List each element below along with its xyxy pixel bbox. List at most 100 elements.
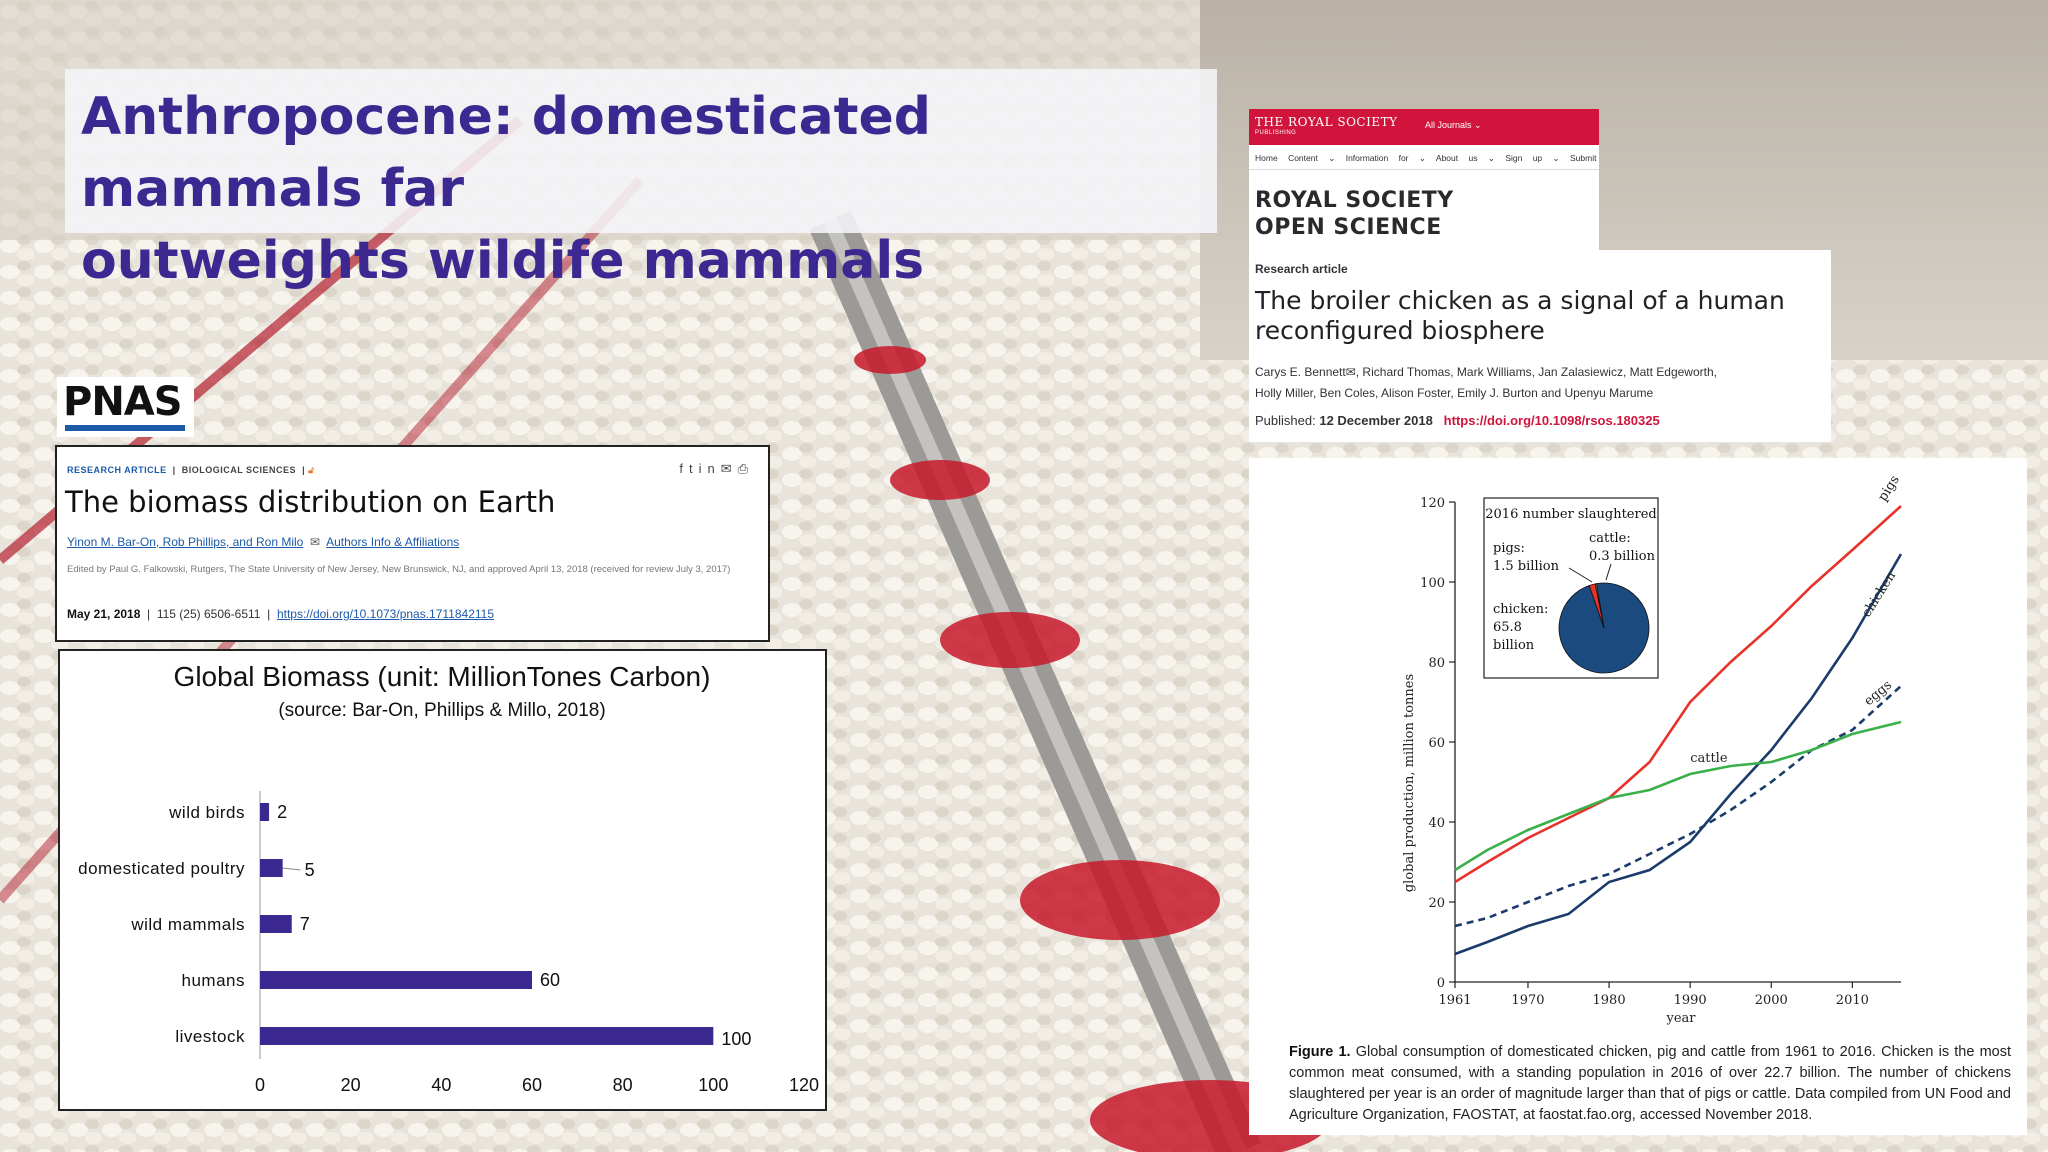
biomass-chart-title: Global Biomass (unit: MillionTones Carbo… <box>174 661 711 692</box>
production-series-pigs <box>1454 505 1902 884</box>
biomass-value-label: 60 <box>540 970 560 990</box>
production-series-label: cattle <box>1690 751 1728 766</box>
biomass-bar <box>260 915 292 933</box>
pnas-author-list[interactable]: Yinon M. Bar-On, Rob Phillips, and Ron M… <box>67 535 304 549</box>
twitter-icon[interactable]: t <box>688 461 699 476</box>
production-y-tick: 40 <box>1428 816 1445 831</box>
rs-doi-link[interactable]: https://doi.org/10.1098/rsos.180325 <box>1443 413 1660 428</box>
journal-name-line1: ROYAL SOCIETY <box>1255 188 1454 213</box>
biomass-x-tick: 20 <box>341 1075 361 1095</box>
journal-name: ROYAL SOCIETY OPEN SCIENCE <box>1255 187 1454 241</box>
all-journals-menu[interactable]: All Journals ⌄ <box>1425 120 1482 130</box>
biomass-x-tick: 80 <box>613 1075 633 1095</box>
production-line-chart: global production, million tonnes year 0… <box>1402 473 1903 1026</box>
rs-authors: Carys E. Bennett✉, Richard Thomas, Mark … <box>1255 362 1825 404</box>
inset-chicken-value: 65.8 <box>1493 620 1522 635</box>
email-icon[interactable]: ✉ <box>720 461 738 476</box>
open-access-icon: 🔓︎ <box>308 465 315 475</box>
rs-authors-line1[interactable]: Carys E. Bennett✉, Richard Thomas, Mark … <box>1255 365 1717 379</box>
production-y-tick: 80 <box>1428 656 1445 671</box>
production-y-tick: 100 <box>1420 576 1445 591</box>
biomass-value-label: 100 <box>721 1029 751 1049</box>
nav-home[interactable]: Home <box>1255 153 1278 163</box>
biomass-category-label: wild birds <box>168 803 245 822</box>
pnas-logo-text: PNAS <box>63 379 183 425</box>
biomass-x-tick: 40 <box>431 1075 451 1095</box>
inset-pigs-value: 1.5 billion <box>1493 559 1560 574</box>
nav-content[interactable]: Content ⌄ <box>1288 153 1336 163</box>
pie-slice-cattle <box>1594 583 1605 629</box>
royal-society-article-card: Research article The broiler chicken as … <box>1249 250 1831 442</box>
facebook-icon[interactable]: f <box>679 461 689 476</box>
rs-published-label: Published: <box>1255 413 1316 428</box>
royal-society-publisher-sub: PUBLISHING <box>1255 130 1297 136</box>
biomass-chart-card: Global Biomass (unit: MillionTones Carbo… <box>58 649 827 1111</box>
production-x-tick: 1990 <box>1674 993 1707 1008</box>
biomass-value-label: 2 <box>277 802 287 822</box>
print-icon[interactable]: ⎙ <box>737 461 754 476</box>
share-toolbar: ftin✉⎙ <box>679 461 754 477</box>
figure-caption: Figure 1. Global consumption of domestic… <box>1289 1042 2011 1126</box>
production-x-tick: 2010 <box>1836 993 1869 1008</box>
royal-society-nav: Home Content ⌄ Information for ⌄ About u… <box>1255 153 1596 164</box>
production-figure-card: global production, million tonnes year 0… <box>1249 458 2027 1135</box>
production-x-tick: 2000 <box>1755 993 1788 1008</box>
biomass-category-label: wild mammals <box>130 915 245 934</box>
nav-signup[interactable]: Sign up ⌄ <box>1505 153 1560 163</box>
slide-title-box: Anthropocene: domesticated mammals far o… <box>65 69 1217 291</box>
production-y-tick: 120 <box>1420 496 1445 511</box>
linkedin-icon[interactable]: in <box>698 461 721 476</box>
production-series-chicken <box>1454 553 1903 956</box>
nav-submit[interactable]: Submit <box>1570 153 1597 163</box>
production-y-tick: 60 <box>1428 736 1445 751</box>
production-y-tick: 0 <box>1437 976 1445 991</box>
biomass-category-label: domesticated poultry <box>78 859 245 878</box>
pnas-logo-underline <box>65 425 185 431</box>
rs-published: Published: 12 December 2018 https://doi.… <box>1255 413 1660 428</box>
slide-title: Anthropocene: domesticated mammals far o… <box>81 81 1201 297</box>
pnas-doi-link[interactable]: https://doi.org/10.1073/pnas.1711842115 <box>276 607 495 621</box>
pnas-article-tags: RESEARCH ARTICLE | BIOLOGICAL SCIENCES |… <box>67 465 315 475</box>
biomass-x-tick: 100 <box>698 1075 728 1095</box>
royal-society-header: THE ROYAL SOCIETY PUBLISHING All Journal… <box>1249 109 1599 250</box>
biomass-x-tick: 0 <box>255 1075 265 1095</box>
mail-icon: ✉ <box>310 535 321 549</box>
rs-published-date: 12 December 2018 <box>1319 413 1433 428</box>
biomass-bar <box>260 971 532 989</box>
production-x-axis-label: year <box>1665 1011 1696 1026</box>
production-series-cattle <box>1454 720 1902 872</box>
article-type: Research article <box>1255 262 1348 276</box>
production-y-axis-label: global production, million tonnes <box>1402 674 1417 892</box>
pnas-article-title: The biomass distribution on Earth <box>65 485 556 519</box>
nav-information[interactable]: Information for ⌄ <box>1345 153 1426 163</box>
pnas-authors: Yinon M. Bar-On, Rob Phillips, and Ron M… <box>67 535 459 549</box>
journal-name-line2: OPEN SCIENCE <box>1255 215 1442 240</box>
biomass-bar <box>260 803 270 821</box>
biomass-value-label: 5 <box>305 860 315 880</box>
inset-cattle-value: 0.3 billion <box>1589 549 1656 564</box>
biomass-category-label: livestock <box>175 1027 245 1046</box>
pnas-logo: PNAS <box>57 377 194 437</box>
inset-cattle-label: cattle: <box>1589 531 1631 546</box>
rs-authors-line2[interactable]: Holly Miller, Ben Coles, Alison Foster, … <box>1255 386 1654 400</box>
inset-chicken-unit: billion <box>1493 638 1535 653</box>
production-series-label: eggs <box>1862 678 1895 709</box>
pnas-meta: May 21, 2018 | 115 (25) 6506-6511 | http… <box>67 607 495 621</box>
slide-title-line1: Anthropocene: domesticated mammals far <box>81 87 932 219</box>
pnas-volume: 115 (25) 6506-6511 <box>156 607 261 621</box>
slide-title-line2: outweights wildife mammals <box>81 231 925 291</box>
pnas-tag-biology: BIOLOGICAL SCIENCES <box>181 465 297 475</box>
biomass-label-leader <box>282 867 301 871</box>
biomass-value-label: 7 <box>300 914 310 934</box>
authors-info-link[interactable]: Authors Info & Affiliations <box>326 535 460 549</box>
nav-divider <box>1249 169 1599 170</box>
biomass-x-tick: 120 <box>789 1075 819 1095</box>
nav-about[interactable]: About us ⌄ <box>1435 153 1495 163</box>
slaughter-inset: 2016 number slaughtered pigs: 1.5 billio… <box>1483 497 1659 679</box>
biomass-x-tick: 60 <box>522 1075 542 1095</box>
biomass-category-label: humans <box>182 971 245 990</box>
royal-society-publisher[interactable]: THE ROYAL SOCIETY <box>1255 115 1398 129</box>
production-series-label: pigs <box>1875 473 1902 504</box>
biomass-bar <box>260 859 283 877</box>
rs-article-title: The broiler chicken as a signal of a hum… <box>1255 286 1785 345</box>
